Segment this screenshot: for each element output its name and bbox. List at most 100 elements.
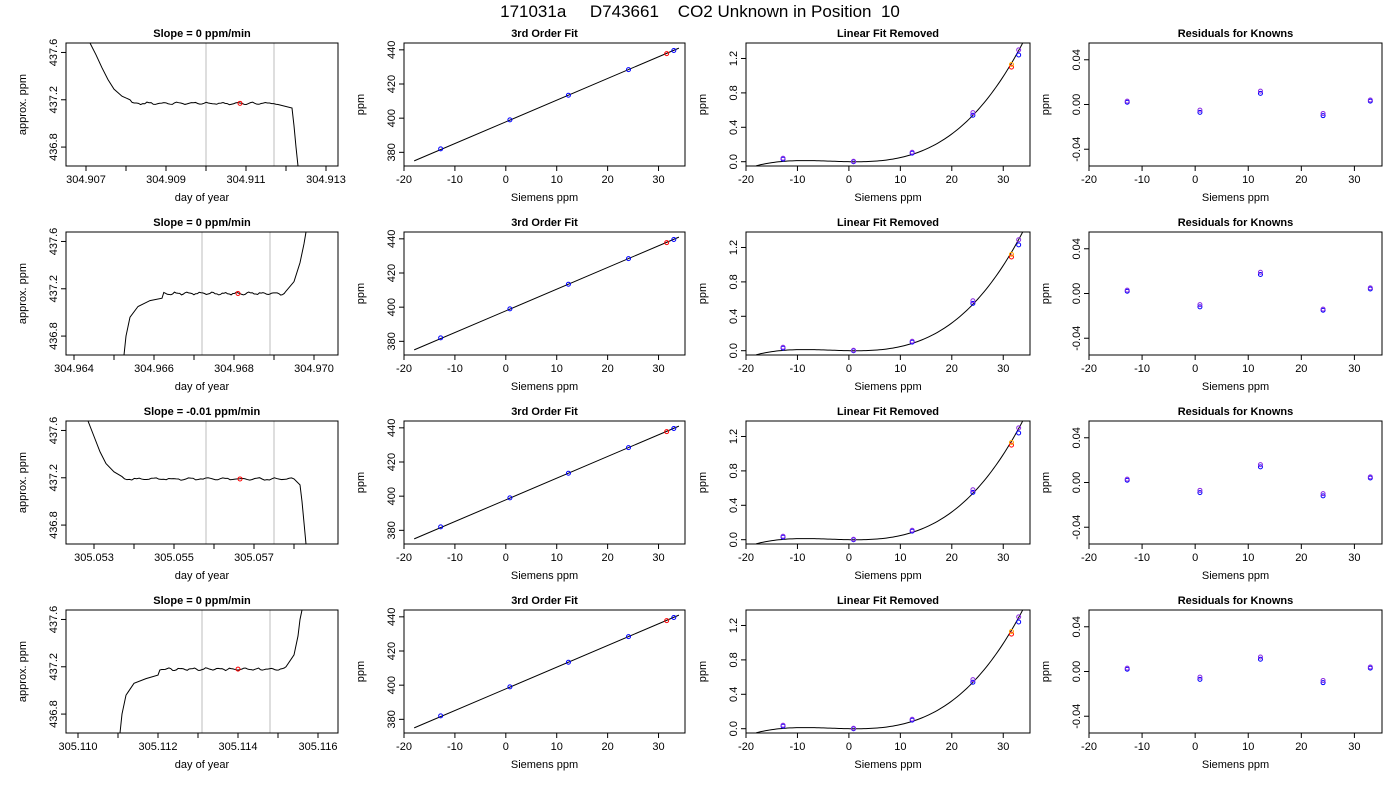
y-tick-label: 0.4 bbox=[728, 687, 740, 702]
data-point bbox=[1257, 654, 1263, 660]
data-point bbox=[671, 426, 677, 432]
chart-panel-r1-c2: Linear Fit Removed -20 -10 0 10 20 30 Siemens p… bbox=[697, 217, 1031, 393]
data-point bbox=[909, 527, 915, 533]
x-tick-label: 304.970 bbox=[294, 363, 334, 375]
plot-frame bbox=[745, 231, 1031, 356]
chart-panel-r2-c3: Residuals for Knowns -20 -10 0 10 20 30 Siemens… bbox=[1040, 406, 1383, 582]
data-point bbox=[625, 445, 631, 451]
y-axis-label: ppm bbox=[355, 472, 367, 493]
y-tick-label: 1.2 bbox=[728, 51, 740, 66]
x-axis-label: Siemens ppm bbox=[854, 570, 921, 582]
fit-curve bbox=[756, 610, 1024, 733]
x-tick-label: 30 bbox=[1348, 741, 1360, 753]
x-tick-label: 10 bbox=[1242, 741, 1254, 753]
panel-title: 3rd Order Fit bbox=[511, 28, 578, 40]
plot-frame bbox=[403, 420, 686, 545]
y-tick-label: 380 bbox=[386, 521, 398, 539]
data-point bbox=[1320, 677, 1326, 683]
data-point bbox=[970, 679, 976, 685]
x-tick-label: -20 bbox=[1081, 363, 1097, 375]
data-point bbox=[1008, 629, 1014, 635]
data-point bbox=[565, 470, 571, 476]
data-point bbox=[565, 659, 571, 665]
data-point bbox=[1197, 304, 1203, 310]
x-tick-label: 0 bbox=[1192, 552, 1198, 564]
x-tick-label: 10 bbox=[894, 174, 906, 186]
data-point bbox=[970, 110, 976, 116]
chart-panel-r3-c0: Slope = 0 ppm/min 305.110 305.112 305.114 30… bbox=[17, 595, 339, 771]
plot-area bbox=[413, 236, 680, 351]
data-point bbox=[1016, 47, 1022, 53]
x-tick-label: -10 bbox=[789, 552, 805, 564]
y-tick-label: 0.0 bbox=[728, 154, 740, 169]
plot-frame bbox=[65, 231, 339, 356]
y-tick-label: 437.6 bbox=[48, 606, 60, 634]
plot-area bbox=[756, 610, 1024, 733]
data-point bbox=[438, 713, 444, 719]
x-tick-label: -20 bbox=[738, 741, 754, 753]
plot-area bbox=[413, 425, 680, 540]
plot-area bbox=[89, 43, 299, 166]
x-tick-label: 20 bbox=[601, 363, 613, 375]
x-tick-label: 20 bbox=[946, 741, 958, 753]
x-tick-label: 0 bbox=[846, 174, 852, 186]
x-tick-label: 20 bbox=[1295, 363, 1307, 375]
y-tick-label: 0.0 bbox=[728, 343, 740, 358]
x-tick-label: -20 bbox=[1081, 552, 1097, 564]
plot-area bbox=[413, 614, 680, 729]
x-tick-label: 304.968 bbox=[214, 363, 254, 375]
data-point bbox=[625, 634, 631, 640]
y-axis-label: approx. ppm bbox=[17, 263, 29, 324]
data-point bbox=[1016, 52, 1022, 58]
fit-curve bbox=[756, 421, 1024, 544]
plot-area bbox=[87, 421, 307, 544]
plot-frame bbox=[1088, 231, 1383, 356]
data-point bbox=[1016, 237, 1022, 243]
data-point bbox=[851, 536, 857, 542]
x-tick-label: 0 bbox=[1192, 363, 1198, 375]
x-tick-label: -10 bbox=[447, 363, 463, 375]
data-point bbox=[1367, 664, 1373, 670]
data-point bbox=[1008, 440, 1014, 446]
x-axis-label: Siemens ppm bbox=[511, 381, 578, 393]
y-tick-label: 380 bbox=[386, 332, 398, 350]
plot-area bbox=[756, 232, 1024, 355]
data-point-marker bbox=[237, 476, 243, 482]
data-point bbox=[780, 155, 786, 161]
plot-frame bbox=[745, 420, 1031, 545]
panel-title: Linear Fit Removed bbox=[837, 406, 939, 418]
x-tick-label: 30 bbox=[1348, 174, 1360, 186]
chart-panel-r3-c2: Linear Fit Removed -20 -10 0 10 20 30 Siemens p… bbox=[697, 595, 1031, 771]
data-point bbox=[565, 92, 571, 98]
panel-title: Slope = 0 ppm/min bbox=[153, 28, 251, 40]
y-axis-label: approx. ppm bbox=[17, 452, 29, 513]
data-point bbox=[1124, 665, 1130, 671]
data-point bbox=[1008, 254, 1014, 260]
x-axis-label: day of year bbox=[175, 570, 230, 582]
y-tick-label: -0.04 bbox=[1071, 515, 1083, 540]
x-tick-label: 304.966 bbox=[134, 363, 174, 375]
x-tick-label: 30 bbox=[1348, 363, 1360, 375]
x-tick-label: -20 bbox=[396, 363, 412, 375]
x-tick-label: 30 bbox=[652, 741, 664, 753]
x-tick-label: 20 bbox=[601, 741, 613, 753]
x-tick-label: -10 bbox=[1134, 552, 1150, 564]
x-tick-label: 30 bbox=[652, 552, 664, 564]
y-tick-label: 400 bbox=[386, 109, 398, 127]
fit-line bbox=[413, 425, 680, 540]
data-point bbox=[1197, 487, 1203, 493]
data-point-marker bbox=[237, 100, 243, 106]
y-tick-label: 436.8 bbox=[48, 700, 60, 728]
data-point bbox=[1008, 631, 1014, 637]
y-tick-label: 0.00 bbox=[1071, 661, 1083, 682]
panel-title: Slope = 0 ppm/min bbox=[153, 595, 251, 607]
y-tick-label: 380 bbox=[386, 143, 398, 161]
x-tick-label: -10 bbox=[447, 174, 463, 186]
data-point bbox=[1320, 493, 1326, 499]
x-tick-label: 0 bbox=[846, 741, 852, 753]
y-tick-label: 437.2 bbox=[48, 275, 60, 303]
data-point bbox=[1257, 88, 1263, 94]
panel-title: Linear Fit Removed bbox=[837, 217, 939, 229]
y-tick-label: 400 bbox=[386, 487, 398, 505]
y-axis-label: ppm bbox=[1040, 661, 1052, 682]
